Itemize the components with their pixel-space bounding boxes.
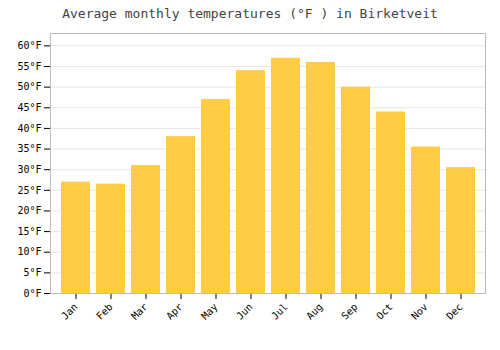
svg-text:Oct: Oct <box>374 301 395 322</box>
svg-text:Mar: Mar <box>129 301 150 322</box>
svg-text:Jan: Jan <box>59 301 80 322</box>
svg-text:50°F: 50°F <box>17 81 41 92</box>
svg-text:Jul: Jul <box>269 301 290 322</box>
svg-text:45°F: 45°F <box>17 102 41 113</box>
html-text:Average monthly temperatures (: Average monthly temperatures (°F ) in Bi… <box>62 6 438 21</box>
svg-text:Nov: Nov <box>409 301 430 322</box>
svg-text:Sep: Sep <box>339 301 360 322</box>
svg-text:55°F: 55°F <box>17 61 41 72</box>
svg-text:May: May <box>199 301 220 322</box>
svg-text:5°F: 5°F <box>23 267 41 278</box>
svg-text:0°F: 0°F <box>23 288 41 299</box>
svg-text:30°F: 30°F <box>17 164 41 175</box>
svg-text:Jun: Jun <box>234 301 255 322</box>
svg-text:10°F: 10°F <box>17 246 41 257</box>
svg-text:60°F: 60°F <box>17 40 41 51</box>
svg-text:15°F: 15°F <box>17 226 41 237</box>
svg-text:40°F: 40°F <box>17 123 41 134</box>
svg-text:Dec: Dec <box>444 301 465 322</box>
svg-text:Feb: Feb <box>94 301 115 322</box>
svg-text:35°F: 35°F <box>17 143 41 154</box>
svg-text:20°F: 20°F <box>17 205 41 216</box>
svg-text:25°F: 25°F <box>17 185 41 196</box>
svg-text:Aug: Aug <box>304 301 325 322</box>
svg-text:Apr: Apr <box>164 301 185 322</box>
